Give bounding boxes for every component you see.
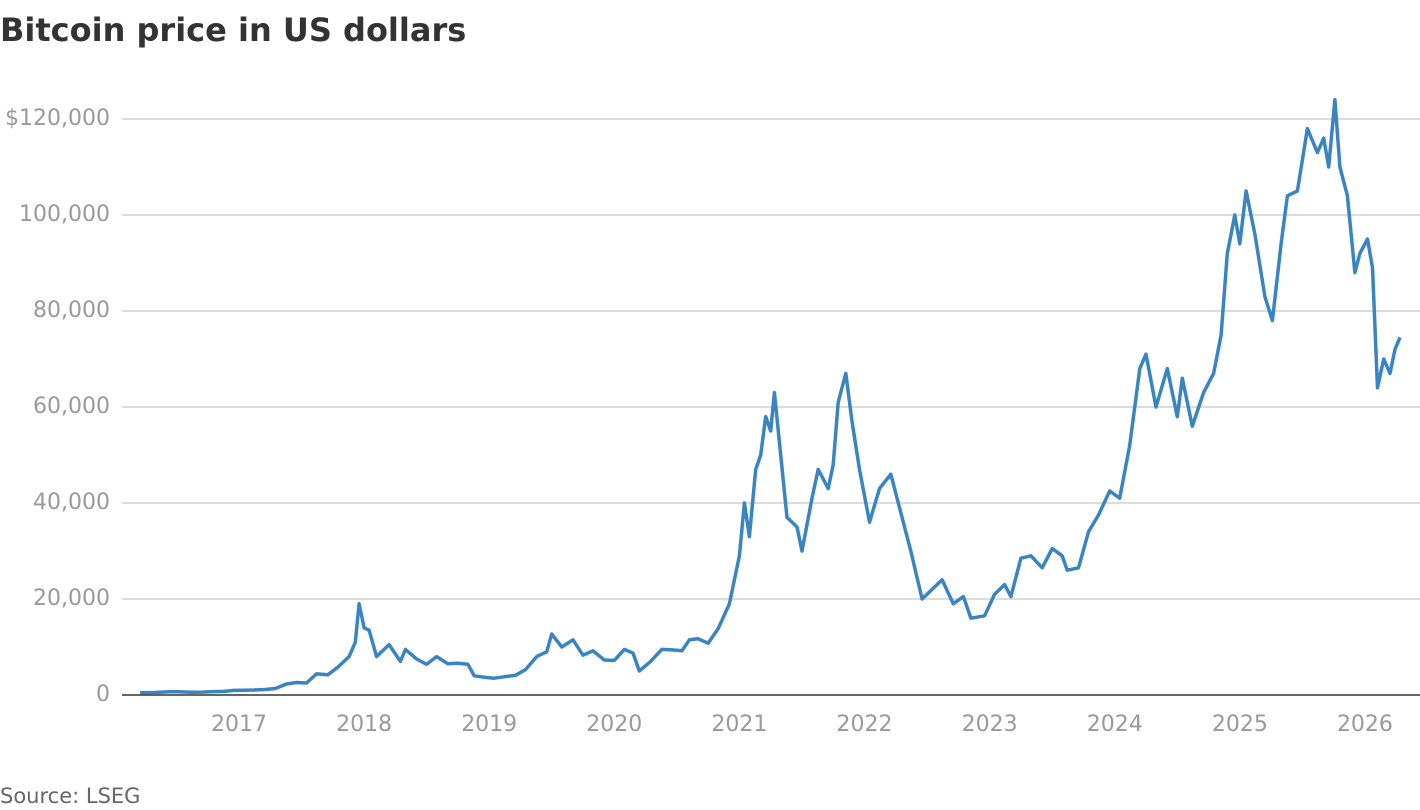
y-tick-label: $120,000 <box>5 106 110 131</box>
x-tick-label: 2020 <box>586 712 642 737</box>
x-tick-label: 2023 <box>962 712 1018 737</box>
x-tick-label: 2026 <box>1337 712 1393 737</box>
x-tick-label: 2017 <box>211 712 267 737</box>
x-tick-label: 2022 <box>837 712 893 737</box>
chart-title: Bitcoin price in US dollars <box>0 11 466 49</box>
x-tick-label: 2019 <box>461 712 517 737</box>
x-tick-label: 2021 <box>711 712 767 737</box>
y-tick-label: 100,000 <box>19 202 110 227</box>
price-line <box>140 98 1402 695</box>
y-tick-label: 80,000 <box>33 298 110 323</box>
y-tick-label: 0 <box>96 682 110 707</box>
source: Source: LSEG <box>0 784 140 808</box>
y-tick-label: 20,000 <box>33 586 110 611</box>
y-tick-label: 40,000 <box>33 490 110 515</box>
y-tick-label: 60,000 <box>33 394 110 419</box>
x-tick-label: 2024 <box>1087 712 1143 737</box>
x-tick-label: 2025 <box>1212 712 1268 737</box>
x-tick-label: 2018 <box>336 712 392 737</box>
